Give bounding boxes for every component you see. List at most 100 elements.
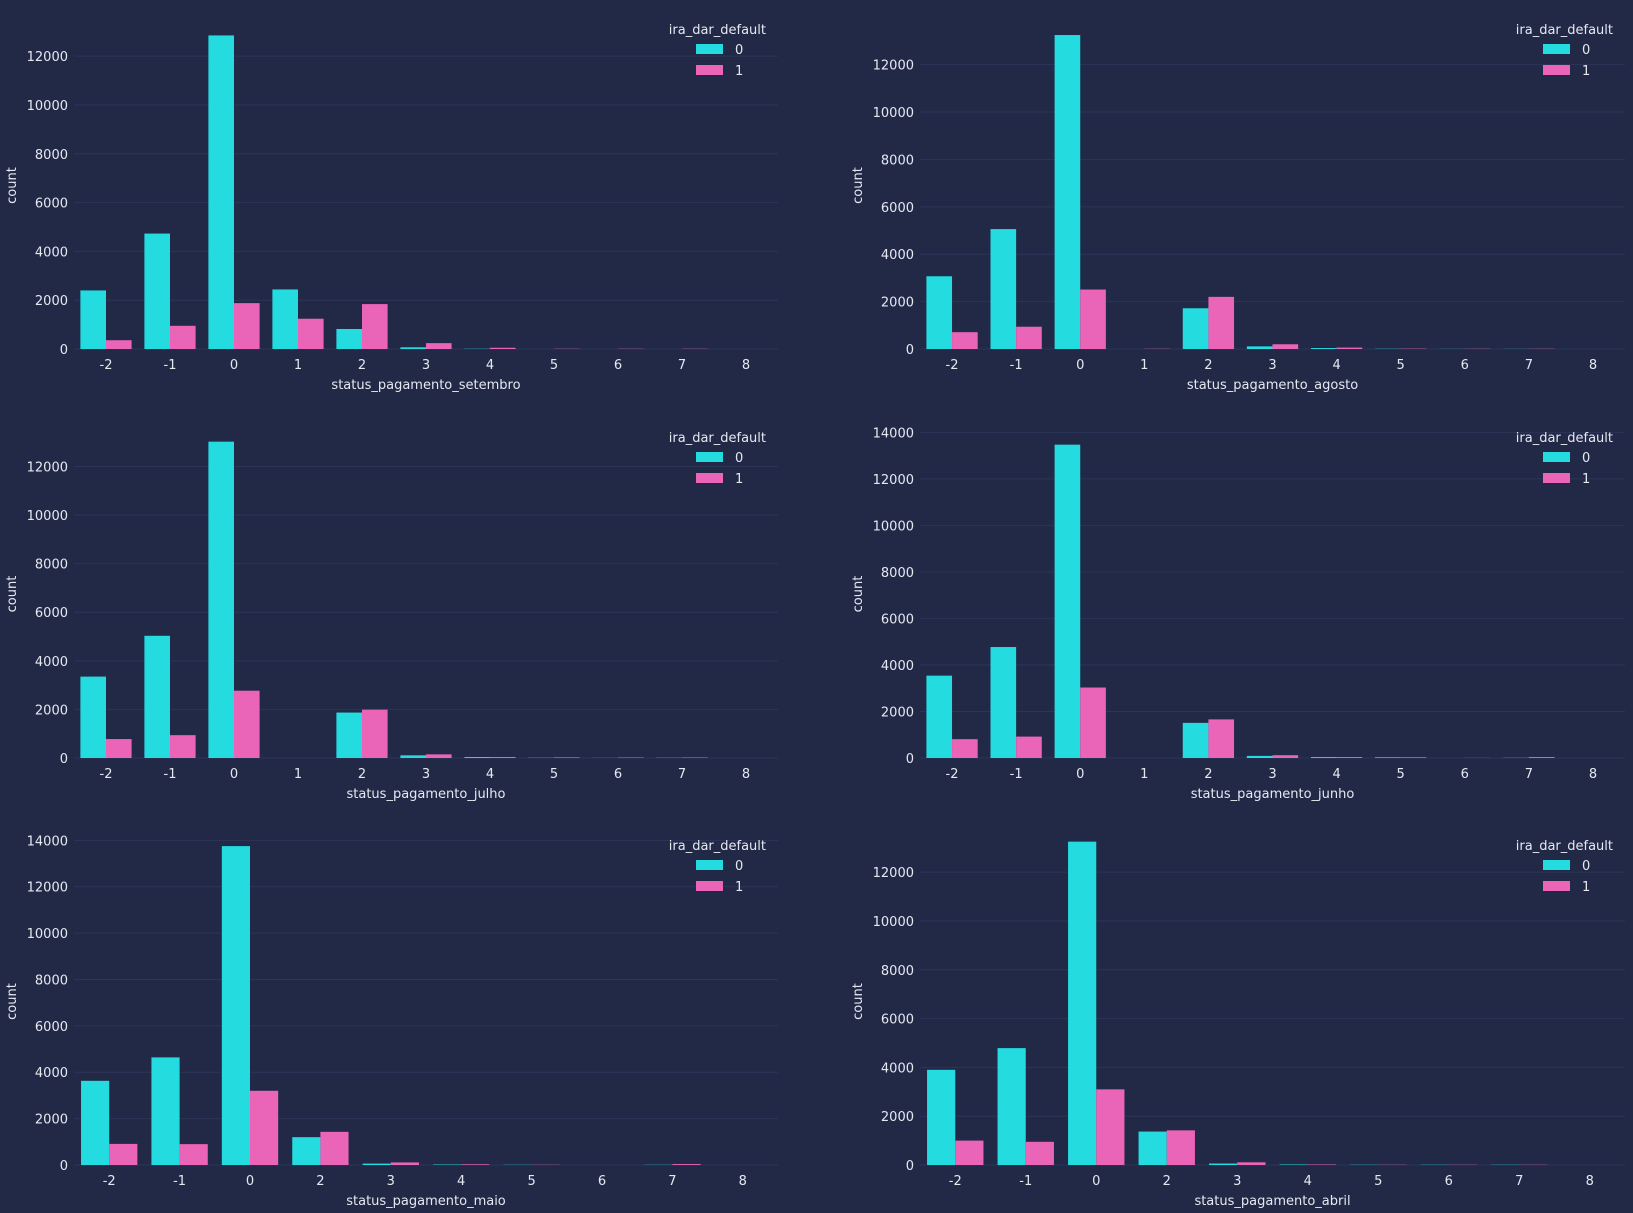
- x-tick-label: 7: [1525, 358, 1533, 373]
- y-tick-label: 0: [906, 752, 914, 767]
- bar--2-series-1: [106, 739, 132, 758]
- legend-swatch-0: [1543, 44, 1570, 54]
- bar--2-series-1: [955, 1140, 984, 1165]
- bar-2-series-1: [1208, 296, 1235, 349]
- legend-label: 0: [735, 451, 743, 466]
- x-tick-label: -2: [946, 767, 959, 782]
- legend-label: 1: [735, 472, 743, 487]
- bar--2-series-1: [952, 332, 978, 349]
- bar-3-series-0: [1209, 1163, 1238, 1165]
- x-tick-label: 4: [1332, 358, 1340, 373]
- y-tick-label: 2000: [881, 705, 914, 720]
- x-tick-label: 2: [1204, 767, 1212, 782]
- bar-0-series-0: [208, 441, 234, 758]
- y-axis-label: count: [851, 167, 866, 204]
- bar-1-series-1: [298, 318, 324, 349]
- bar-2-series-1: [1166, 1130, 1195, 1165]
- legend-swatch-0: [696, 44, 723, 54]
- legend: ira_dar_default 0 1: [1516, 839, 1613, 895]
- legend-swatch-0: [696, 860, 723, 870]
- x-axis-label: status_pagamento_setembro: [331, 378, 520, 393]
- bar-3-series-0: [362, 1163, 391, 1165]
- y-axis-label: count: [851, 576, 866, 613]
- bar--1-series-1: [170, 735, 196, 758]
- x-tick-label: 5: [1397, 767, 1405, 782]
- x-tick-label: 3: [1268, 767, 1276, 782]
- y-tick-label: 0: [60, 752, 68, 767]
- y-tick-label: 10000: [27, 99, 68, 114]
- bar-5-series-1: [1400, 757, 1427, 758]
- x-tick-label: -1: [1010, 767, 1023, 782]
- bar--2-series-0: [80, 676, 106, 758]
- bar-0-series-0: [1054, 444, 1081, 758]
- x-tick-label: -1: [1019, 1174, 1032, 1189]
- x-tick-label: 7: [678, 358, 686, 373]
- bar-3-series-0: [1246, 346, 1273, 349]
- x-tick-label: 2: [1163, 1174, 1171, 1189]
- y-tick-label: 6000: [881, 1013, 914, 1028]
- bar--1-series-1: [1016, 326, 1042, 349]
- x-tick-label: 3: [422, 767, 430, 782]
- y-tick-label: 6000: [881, 201, 914, 216]
- y-tick-label: 10000: [873, 106, 914, 121]
- x-tick-label: 4: [1304, 1174, 1312, 1189]
- y-tick-label: 4000: [881, 659, 914, 674]
- bar--1-series-1: [1025, 1141, 1054, 1165]
- x-tick-label: -2: [103, 1174, 116, 1189]
- bar-2-series-1: [320, 1131, 349, 1165]
- x-tick-label: 5: [1397, 358, 1405, 373]
- bar-4-series-1: [1336, 757, 1363, 758]
- y-tick-label: 12000: [873, 473, 914, 488]
- bar-2-series-0: [1138, 1131, 1167, 1165]
- y-tick-label: 0: [60, 343, 68, 358]
- bar-0-series-0: [1054, 35, 1081, 350]
- x-tick-label: 1: [294, 358, 302, 373]
- bar-1-series-0: [272, 289, 298, 349]
- legend-swatch-0: [1543, 860, 1570, 870]
- legend-label: 0: [735, 43, 743, 58]
- x-tick-label: 1: [1140, 767, 1148, 782]
- y-tick-label: 4000: [35, 1066, 68, 1081]
- bar--2-series-0: [926, 675, 953, 758]
- x-tick-label: 6: [1461, 767, 1469, 782]
- y-axis-label: count: [5, 983, 20, 1020]
- x-axis-label: status_pagamento_maio: [346, 1194, 506, 1209]
- y-axis-label: count: [5, 167, 20, 204]
- x-tick-label: 0: [230, 358, 238, 373]
- x-tick-label: 8: [742, 767, 750, 782]
- bar-0-series-0: [221, 846, 250, 1165]
- y-tick-label: 12000: [873, 59, 914, 74]
- x-tick-label: 1: [1140, 358, 1148, 373]
- bar-4-series-1: [490, 757, 516, 758]
- bar--2-series-0: [81, 1080, 110, 1165]
- legend-title: ira_dar_default: [669, 23, 766, 38]
- legend-swatch-1: [1543, 881, 1570, 891]
- y-tick-label: 6000: [35, 197, 68, 212]
- y-tick-label: 12000: [27, 50, 68, 65]
- x-tick-label: 2: [1204, 358, 1212, 373]
- bar-0-series-1: [1080, 687, 1106, 758]
- legend-title: ira_dar_default: [669, 839, 766, 854]
- x-tick-label: 8: [1589, 358, 1597, 373]
- x-tick-label: 5: [550, 358, 558, 373]
- x-tick-label: 0: [1076, 358, 1084, 373]
- legend: ira_dar_default 0 1: [669, 839, 766, 895]
- bar-0-series-1: [1096, 1089, 1125, 1165]
- y-tick-label: 12000: [27, 881, 68, 896]
- legend-label: 1: [1582, 472, 1590, 487]
- y-tick-label: 6000: [35, 1020, 68, 1035]
- chart-panel-5: 0 2000 4000 6000 8000 10000 12000 14000 -2 -1 0 2 3 4…: [5, 834, 778, 1209]
- x-axis-label: status_pagamento_junho: [1191, 787, 1355, 802]
- y-tick-label: 4000: [881, 1061, 914, 1076]
- y-tick-label: 0: [60, 1159, 68, 1174]
- x-tick-label: 3: [1233, 1174, 1241, 1189]
- x-tick-label: 2: [358, 767, 366, 782]
- legend-label: 1: [1582, 880, 1590, 895]
- y-tick-label: 6000: [35, 606, 68, 621]
- chart-panel-6: 0 2000 4000 6000 8000 10000 12000 -2 -1 0 2 3 4 5 6 7 8 s…: [851, 839, 1625, 1209]
- bar-0-series-1: [234, 303, 260, 349]
- x-tick-label: -2: [100, 358, 113, 373]
- y-tick-label: 10000: [873, 915, 914, 930]
- bar-3-series-0: [400, 755, 426, 758]
- y-tick-label: 2000: [881, 296, 914, 311]
